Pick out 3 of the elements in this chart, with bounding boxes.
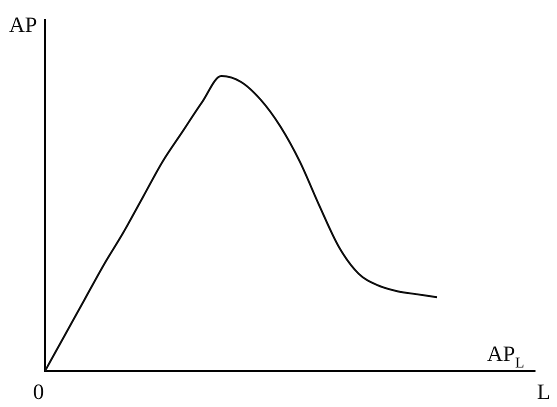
text: 0 — [33, 379, 44, 404]
y-axis-title: AP — [9, 12, 38, 37]
x-axis-title: L — [537, 379, 550, 404]
